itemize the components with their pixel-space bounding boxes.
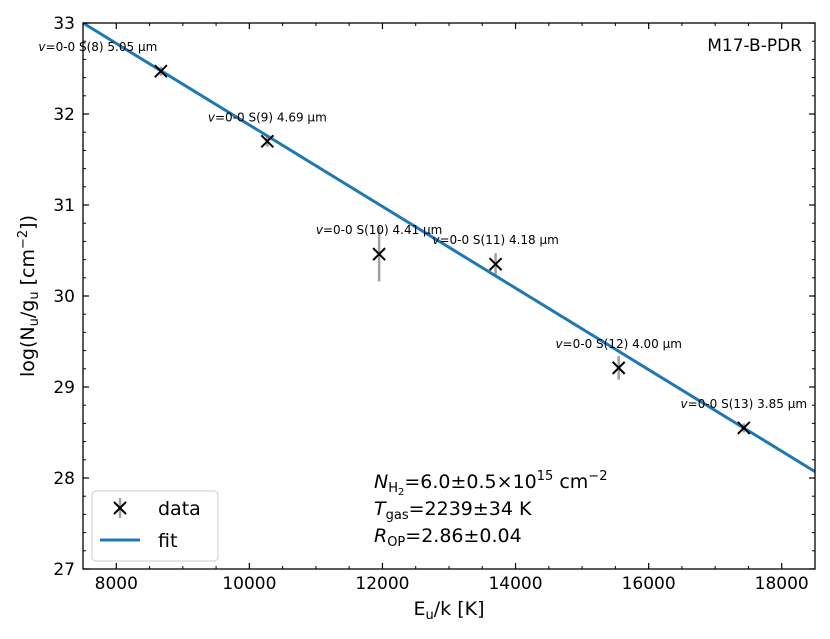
legend: data fit [91, 490, 219, 562]
x-tick-label: 16000 [622, 574, 676, 594]
x-tick-label: 18000 [755, 574, 809, 594]
point-label-layer: v=0-0 S(8) 5.05 μm v=0-0 S(9) 4.69 μm v=0-… [38, 40, 807, 411]
tick-layer: 8000 10000 12000 14000 16000 18000 27 28 29 30 31 3… [53, 14, 816, 594]
gas-temperature-annotation: Tgas=2239±34 K [374, 498, 532, 523]
point-label: v=0-0 S(11) 4.18 μm [432, 233, 559, 247]
data-point [372, 247, 386, 261]
y-tick-label: 32 [53, 105, 75, 125]
x-tick-label: 10000 [222, 574, 276, 594]
y-tick-label: 27 [53, 560, 75, 580]
x-tick-label: 12000 [355, 574, 409, 594]
y-axis-title: log(Nu/gu [cm−2]) [16, 215, 42, 377]
point-label: v=0-0 S(13) 3.85 μm [681, 397, 808, 411]
data-point [488, 257, 503, 271]
marker-layer [154, 64, 751, 435]
fit-annotation: NH2=6.0±0.5×1015 cm−2 Tgas=2239±34 K ROP… [374, 469, 607, 550]
y-tick-label: 29 [53, 378, 75, 398]
data-point [611, 361, 626, 375]
y-tick-label: 28 [53, 469, 75, 489]
x-axis-title: Eu/k [K] [414, 598, 485, 623]
ortho-para-ratio-annotation: ROP=2.86±0.04 [374, 525, 522, 550]
data-point [737, 421, 751, 435]
y-tick-label: 33 [53, 14, 75, 34]
y-tick-label: 31 [53, 196, 75, 216]
column-density-annotation: NH2=6.0±0.5×1015 cm−2 [374, 469, 607, 498]
x-tick-label: 14000 [488, 574, 542, 594]
point-label: v=0-0 S(8) 5.05 μm [38, 40, 157, 54]
legend-fit-label: fit [158, 530, 177, 552]
x-tick-label: 8000 [95, 574, 138, 594]
data-point [154, 64, 168, 78]
point-label: v=0-0 S(9) 4.69 μm [208, 110, 327, 124]
panel-label: M17-B-PDR [707, 36, 802, 56]
legend-data-label: data [158, 498, 201, 520]
legend-box [91, 490, 219, 562]
fit-line [82, 21, 816, 473]
point-label: v=0-0 S(12) 4.00 μm [555, 337, 682, 351]
legend-marker-swatch [113, 501, 127, 515]
y-tick-label: 30 [53, 287, 75, 307]
point-label: v=0-0 S(10) 4.41 μm [316, 223, 443, 237]
data-point [260, 134, 275, 149]
